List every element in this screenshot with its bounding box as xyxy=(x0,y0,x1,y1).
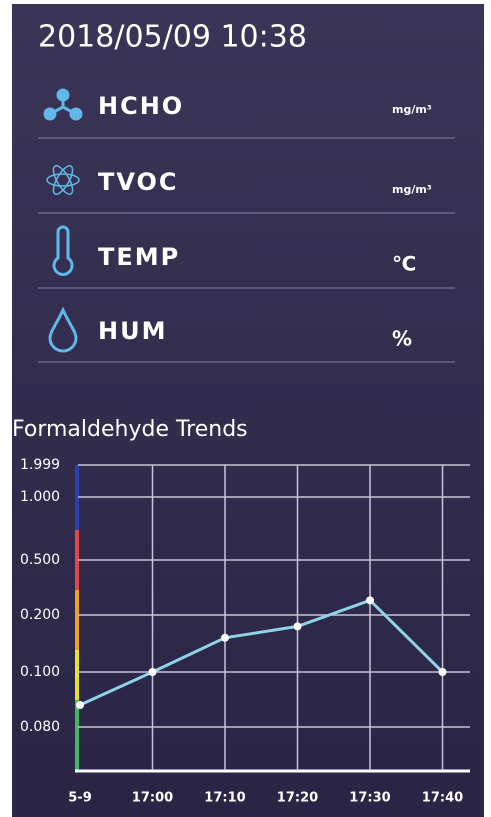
x-tick-label: 17:10 xyxy=(204,791,245,806)
x-tick-label: 5-9 xyxy=(68,791,92,806)
y-tick-label: 0.080 xyxy=(20,719,60,735)
chart-title: Formaldehyde Trends xyxy=(12,417,248,442)
sensor-name: TVOC xyxy=(98,168,179,196)
screen: 2018/05/09 10:38 Formaldehyde Trends HCH… xyxy=(0,0,491,817)
y-tick-label: 0.500 xyxy=(20,552,60,568)
data-point xyxy=(76,701,84,709)
data-point xyxy=(439,668,447,676)
y-tick-label: 1.999 xyxy=(20,457,60,473)
x-tick-label: 17:30 xyxy=(349,791,390,806)
data-point xyxy=(366,596,374,604)
x-tick-label: 17:20 xyxy=(277,791,318,806)
y-tick-label: 1.000 xyxy=(20,489,60,505)
sensor-name: HUM xyxy=(98,317,167,345)
sensor-name: HCHO xyxy=(98,92,184,120)
sensor-unit: ℃ xyxy=(392,252,416,276)
y-tick-label: 0.100 xyxy=(20,664,60,680)
sensor-unit: % xyxy=(392,327,412,351)
sensor-unit: mg/m³ xyxy=(392,103,432,116)
y-tick-label: 0.200 xyxy=(20,607,60,623)
data-point xyxy=(221,634,229,642)
x-tick-label: 17:40 xyxy=(422,791,463,806)
sensor-unit: mg/m³ xyxy=(392,183,432,196)
level-bar xyxy=(75,465,79,770)
data-point xyxy=(149,668,157,676)
page: 2018/05/09 10:38 Formaldehyde Trends HCH… xyxy=(0,0,491,817)
data-point xyxy=(294,622,302,630)
sensor-name: TEMP xyxy=(98,243,180,271)
x-tick-label: 17:00 xyxy=(132,791,173,806)
screen-background xyxy=(12,4,484,817)
datetime: 2018/05/09 10:38 xyxy=(38,20,307,55)
